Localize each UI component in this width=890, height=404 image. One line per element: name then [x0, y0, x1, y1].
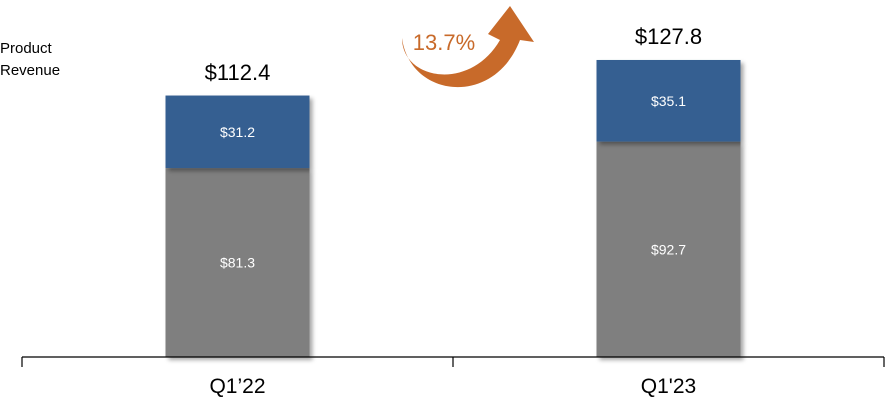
- total-label-1: $112.4: [205, 60, 271, 85]
- bar-top-2: [596, 59, 741, 142]
- growth-label: 13.7%: [412, 30, 476, 55]
- series-label-line-2: Revenue: [0, 62, 61, 79]
- growth-arrow-icon: [402, 6, 534, 88]
- x-axis: [21, 356, 885, 367]
- segment-label-top-2: $35.1: [651, 93, 686, 109]
- bar-bottom-1: [165, 168, 310, 357]
- bar-bottom-2: [596, 141, 741, 357]
- labels-group: $81.3 $31.2 $112.4 Q1’22 $92.7 $35.1 $127.8 Q1'…: [205, 24, 702, 398]
- category-label-1: Q1’22: [209, 375, 265, 398]
- segment-label-bottom-2: $92.7: [651, 241, 686, 257]
- bars-group: [165, 59, 741, 357]
- category-label-2: Q1'23: [641, 375, 696, 398]
- segment-label-bottom-1: $81.3: [220, 255, 255, 271]
- total-label-2: $127.8: [635, 24, 702, 49]
- segment-label-top-1: $31.2: [220, 124, 255, 140]
- series-label-line-1: Product: [0, 40, 52, 57]
- series-label: Product Revenue: [0, 38, 90, 82]
- bar-top-1: [165, 95, 310, 169]
